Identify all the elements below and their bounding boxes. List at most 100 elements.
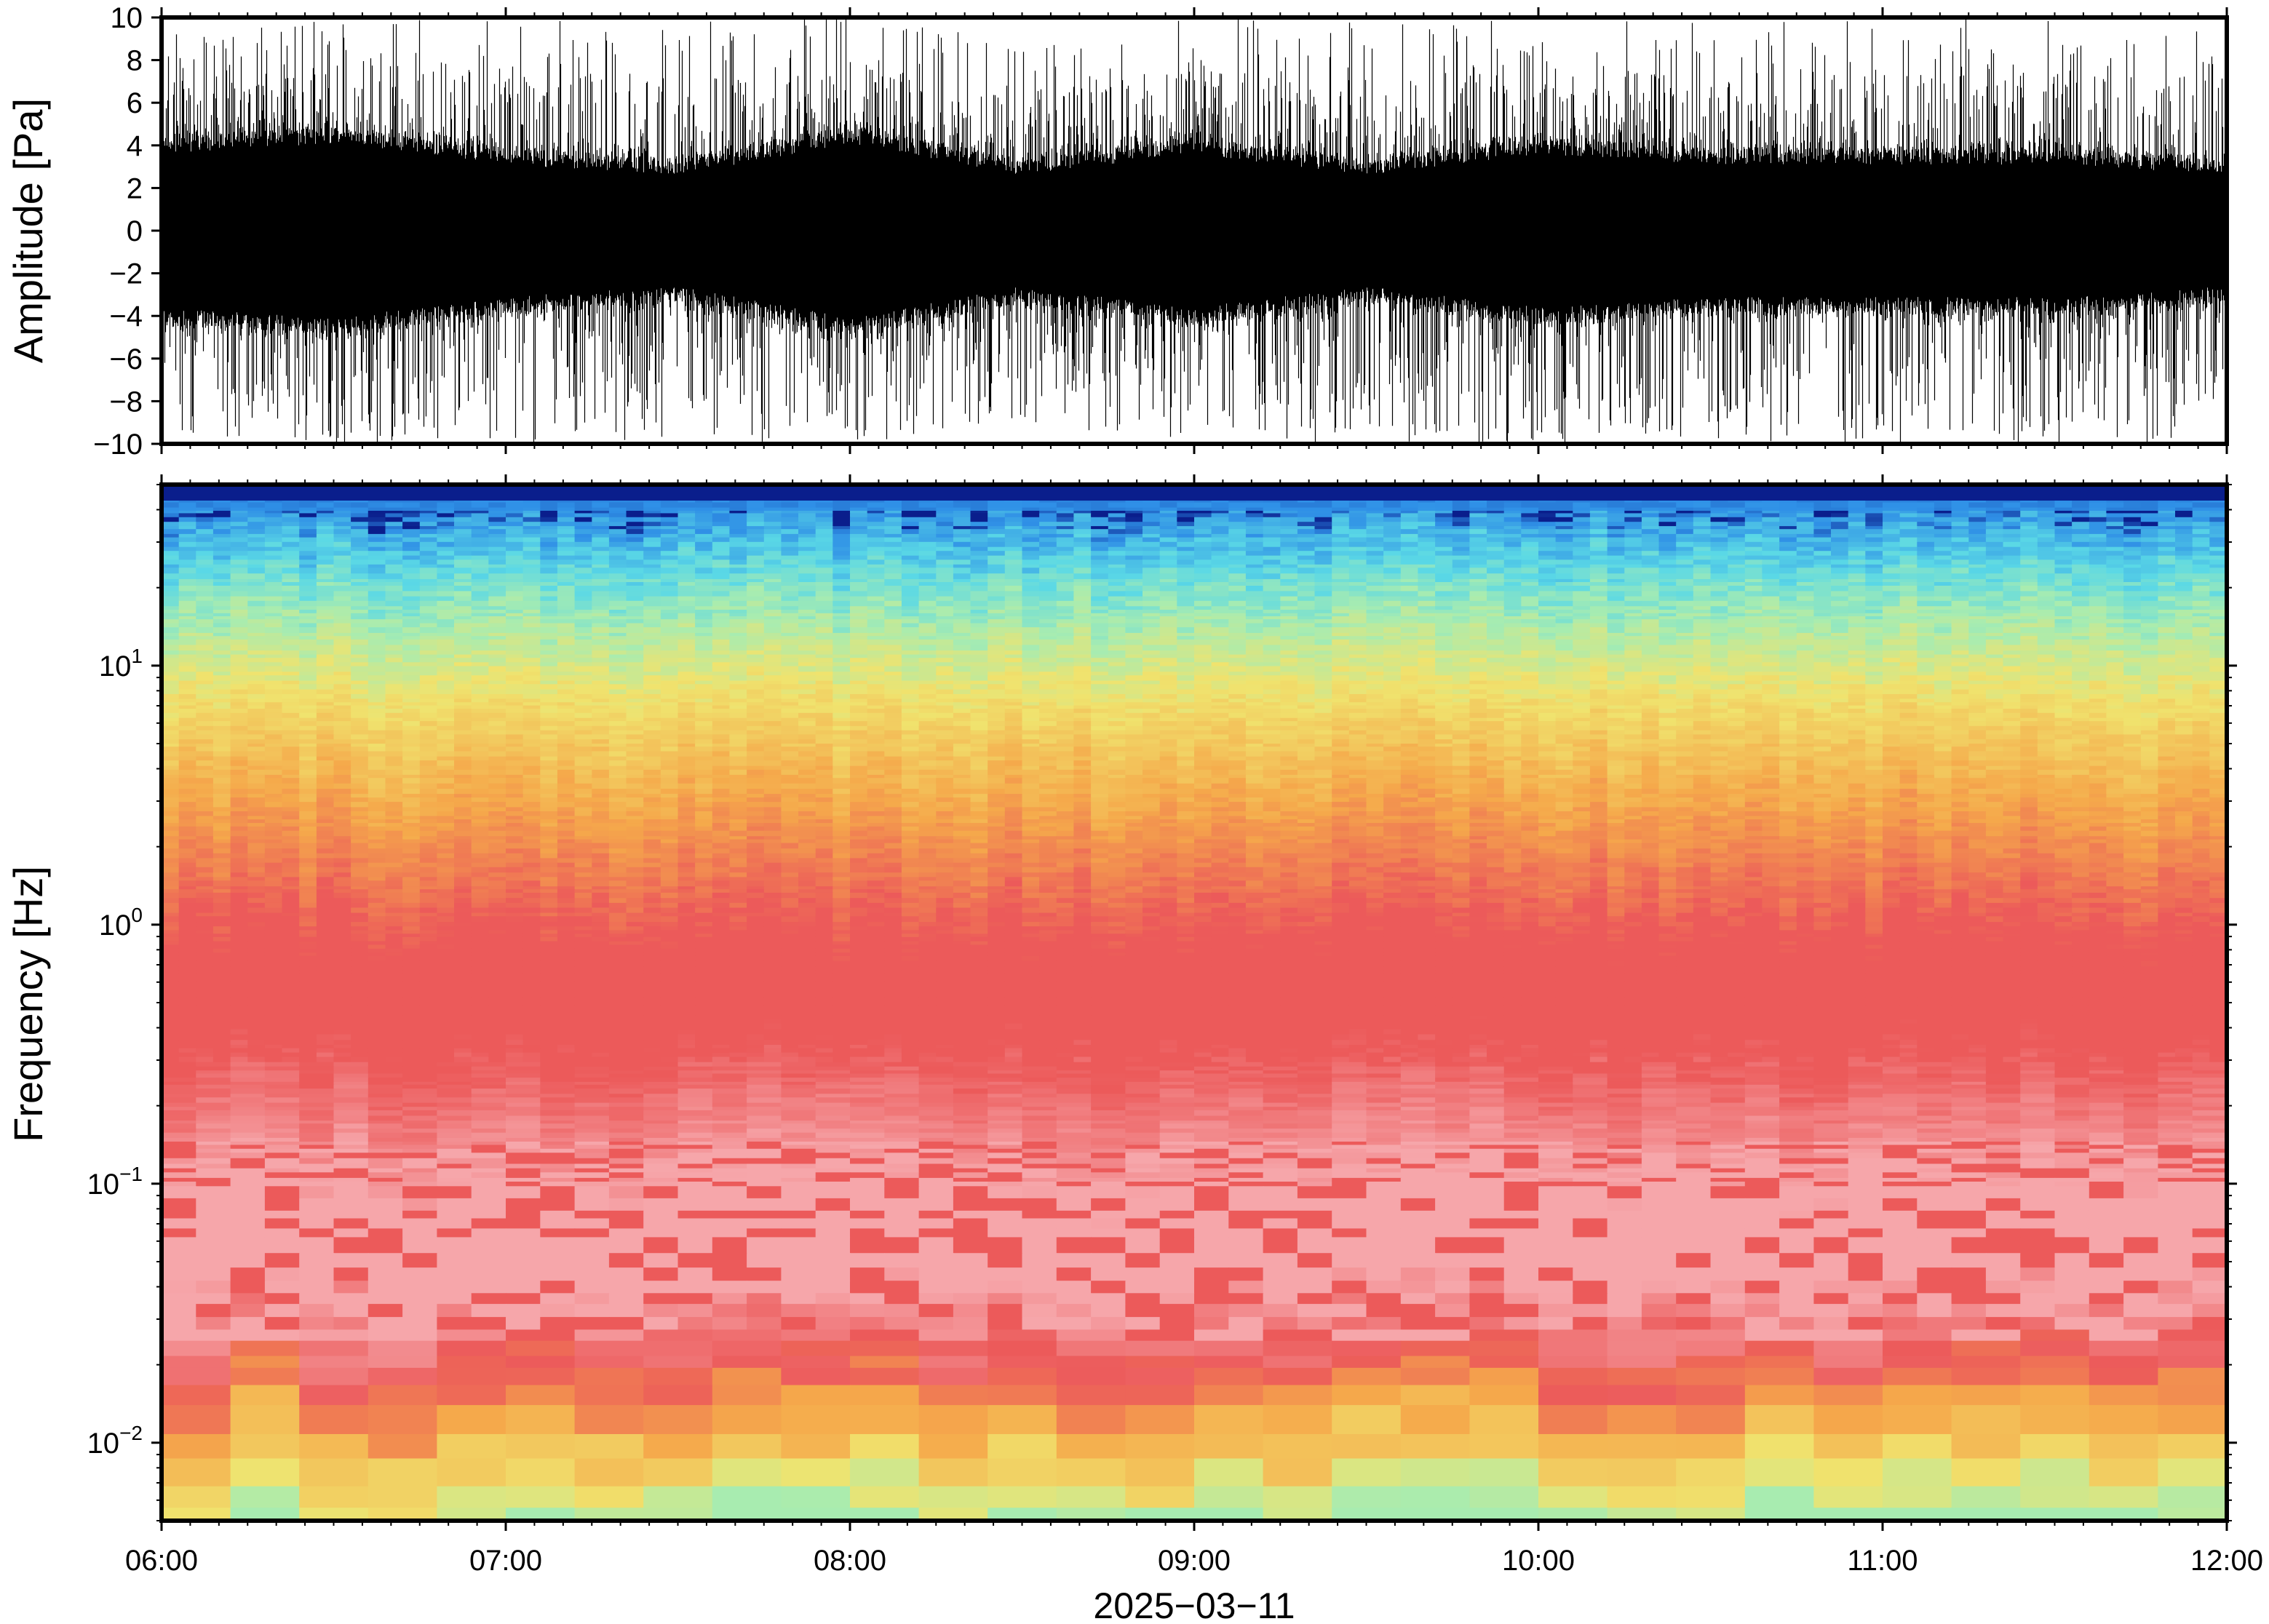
spectrogram-cell [1589, 578, 1608, 583]
spectrogram-cell [2072, 582, 2090, 586]
spectrogram-cell [1314, 526, 1332, 530]
spectrogram-cell [1159, 619, 1178, 624]
spectrogram-cell [1091, 639, 1109, 646]
spectrogram-cell [918, 555, 937, 561]
spectrogram-cell [437, 658, 455, 663]
spectrogram-cell [592, 573, 610, 580]
spectrogram-cell [299, 627, 317, 634]
spectrogram-cell [522, 600, 541, 608]
spectrogram-cell [1143, 551, 1161, 557]
spectrogram-cell [540, 541, 558, 548]
spectrogram-cell [402, 560, 421, 565]
spectrogram-cell [729, 645, 747, 651]
spectrogram-cell [660, 654, 679, 658]
spectrogram-cell [557, 546, 576, 552]
spectrogram-cell [299, 551, 317, 557]
spectrogram-cell [196, 636, 214, 640]
waveform-y-tick-label: −10 [93, 429, 143, 461]
spectrogram-cell [1348, 650, 1367, 656]
spectrogram-cell [677, 613, 696, 617]
spectrogram-cell [608, 526, 627, 530]
spectrogram-cell [729, 573, 747, 580]
spectrogram-cell [833, 537, 851, 543]
spectrogram-cell [1779, 517, 1797, 522]
spectrogram-cell [781, 541, 799, 548]
spectrogram-cell [1728, 546, 1746, 552]
spectrogram-cell [729, 627, 747, 634]
spectrogram-cell [1159, 526, 1178, 530]
spectrogram-cell [2003, 610, 2021, 614]
spectrogram-cell [2072, 645, 2090, 651]
spectrogram-cell [1143, 600, 1161, 608]
spectrogram-cell [1194, 616, 1212, 620]
spectrogram-cell [643, 610, 661, 614]
spectrogram-cell [936, 627, 954, 634]
spectrogram-cell [299, 619, 317, 624]
spectrogram-cell [1813, 564, 1832, 569]
spectrogram-cell [1314, 513, 1332, 518]
spectrogram-cell [522, 551, 541, 557]
spectrogram-cell [1004, 616, 1023, 620]
spectrogram-cell [212, 632, 231, 637]
spectrogram-cell [1796, 551, 1815, 557]
spectrogram-cell [936, 555, 954, 561]
spectrogram-cell [1589, 533, 1608, 538]
spectrogram-cell [1624, 606, 1642, 610]
spectrogram-cell [471, 596, 490, 602]
spectrogram-cell [1004, 555, 1023, 561]
spectrogram-cell [608, 568, 627, 574]
spectrogram-cell [1710, 613, 1728, 617]
spectrogram-cell [540, 513, 558, 518]
spectrogram-cell [1314, 645, 1332, 651]
spectrogram-cell [1934, 568, 1952, 574]
spectrogram-cell [264, 616, 283, 620]
spectrogram-cell [1125, 541, 1143, 548]
spectrogram-cell [454, 560, 472, 565]
spectrogram-cell [1280, 586, 1298, 592]
spectrogram-cell [1143, 564, 1161, 569]
spectrogram-cell [1831, 623, 1849, 628]
spectrogram-cell [833, 600, 851, 608]
spectrogram-cell [1762, 551, 1780, 557]
spectrogram-cell [781, 650, 799, 656]
spectrogram-cell [1710, 529, 1728, 535]
spectrogram-cell [1985, 526, 2004, 530]
spectrogram-cell [1332, 537, 1350, 543]
spectrogram-cell [1555, 623, 1573, 628]
spectrogram-cell [1400, 541, 1419, 548]
spectrogram-cell [1865, 654, 1883, 658]
spectrogram-cell [936, 582, 954, 586]
spectrogram-cell [850, 627, 868, 634]
spectrogram-cell [643, 591, 661, 597]
spectrogram-cell [419, 526, 438, 530]
spectrogram-cell [1332, 654, 1350, 658]
spectrogram-cell [1641, 517, 1660, 522]
spectrogram-cell [488, 560, 506, 565]
spectrogram-cell [454, 613, 472, 617]
spectrogram-cell [1521, 616, 1539, 620]
spectrogram-cell [608, 582, 627, 586]
spectrogram-cell [351, 639, 369, 646]
spectrogram-cell [2089, 596, 2107, 602]
spectrogram-cell [1022, 650, 1040, 656]
spectrogram-cell [729, 636, 747, 640]
spectrogram-cell [2089, 568, 2107, 574]
spectrogram-cell [385, 586, 403, 592]
spectrogram-cell [1487, 639, 1505, 646]
spectrogram-cell [1263, 610, 1281, 614]
spectrogram-cell [299, 529, 317, 535]
spectrogram-cell [815, 606, 834, 610]
spectrogram-cell [1521, 541, 1539, 548]
spectrogram-cell [1779, 623, 1797, 628]
spectrogram-cell [815, 627, 834, 634]
spectrogram-cell [781, 586, 799, 592]
spectrogram-cell [385, 610, 403, 614]
spectrogram-cell [1245, 578, 1264, 583]
spectrogram-cell [522, 596, 541, 602]
spectrogram-cell [1710, 526, 1728, 530]
spectrogram-cell [1951, 591, 1969, 597]
spectrogram-cell [2072, 636, 2090, 640]
spectrogram-cell [2209, 616, 2227, 620]
spectrogram-cell [1762, 623, 1780, 628]
